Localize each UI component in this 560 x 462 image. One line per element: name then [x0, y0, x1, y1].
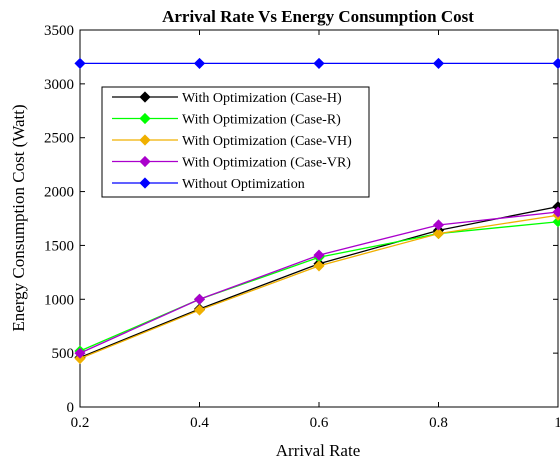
legend-label: Without Optimization	[182, 177, 305, 192]
y-tick-label: 3500	[44, 23, 74, 39]
legend-label: With Optimization (Case-H)	[182, 91, 342, 106]
x-tick-label: 0.4	[190, 415, 209, 431]
legend-marker	[139, 112, 151, 125]
data-point	[432, 57, 445, 69]
series-layer	[74, 57, 560, 365]
data-point	[193, 293, 206, 305]
legend-label: With Optimization (Case-VR)	[182, 156, 351, 171]
legend-marker	[139, 91, 151, 103]
legend-entry: With Optimization (Case-R)	[112, 113, 341, 128]
y-axis-label: Energy Consumption Cost (Watt)	[9, 104, 28, 331]
series-2	[74, 209, 560, 365]
data-point	[313, 57, 325, 69]
legend-marker	[139, 177, 151, 189]
x-tick-label: 0.8	[429, 415, 448, 431]
data-point	[432, 228, 445, 240]
legend-label: With Optimization (Case-VH)	[182, 134, 352, 149]
x-tick-label: 0.2	[71, 415, 90, 431]
chart-title: Arrival Rate Vs Energy Consumption Cost	[162, 7, 474, 26]
series-3	[74, 206, 560, 359]
x-axis-label: Arrival Rate	[276, 441, 361, 460]
y-axis: 0 500 1000 1500 2000 2500 3000 3500	[44, 23, 558, 416]
legend-entry: With Optimization (Case-H)	[112, 91, 342, 106]
data-point	[552, 57, 560, 69]
series-line	[79, 221, 559, 352]
legend-marker	[139, 155, 151, 168]
y-tick-label: 500	[52, 346, 75, 362]
data-point	[432, 219, 445, 231]
legend-entry: Without Optimization	[112, 177, 305, 192]
legend-marker	[139, 134, 151, 146]
series-1	[74, 216, 560, 357]
legend-label: With Optimization (Case-R)	[182, 113, 341, 128]
y-tick-label: 2500	[44, 131, 74, 147]
x-axis: 0.2 0.4 0.6 0.8 1	[71, 30, 560, 431]
data-point	[193, 57, 206, 69]
data-point	[193, 304, 206, 316]
y-tick-label: 0	[67, 400, 75, 416]
data-point	[313, 249, 325, 261]
data-point	[74, 57, 86, 69]
y-tick-label: 3000	[44, 77, 74, 93]
legend-entry: With Optimization (Case-VH)	[112, 134, 352, 149]
series-line	[79, 214, 559, 360]
x-tick-label: 0.6	[310, 415, 329, 431]
x-tick-label: 1	[554, 415, 560, 431]
legend-entry: With Optimization (Case-VR)	[112, 156, 351, 171]
y-tick-label: 2000	[44, 185, 74, 201]
legend: With Optimization (Case-H) With Optimizat…	[101, 86, 370, 198]
data-point	[552, 206, 560, 218]
data-point	[74, 347, 86, 359]
data-point	[313, 260, 325, 272]
y-tick-label: 1000	[44, 292, 74, 308]
y-tick-label: 1500	[44, 238, 74, 254]
series-line	[79, 211, 559, 354]
series-4	[74, 57, 560, 69]
